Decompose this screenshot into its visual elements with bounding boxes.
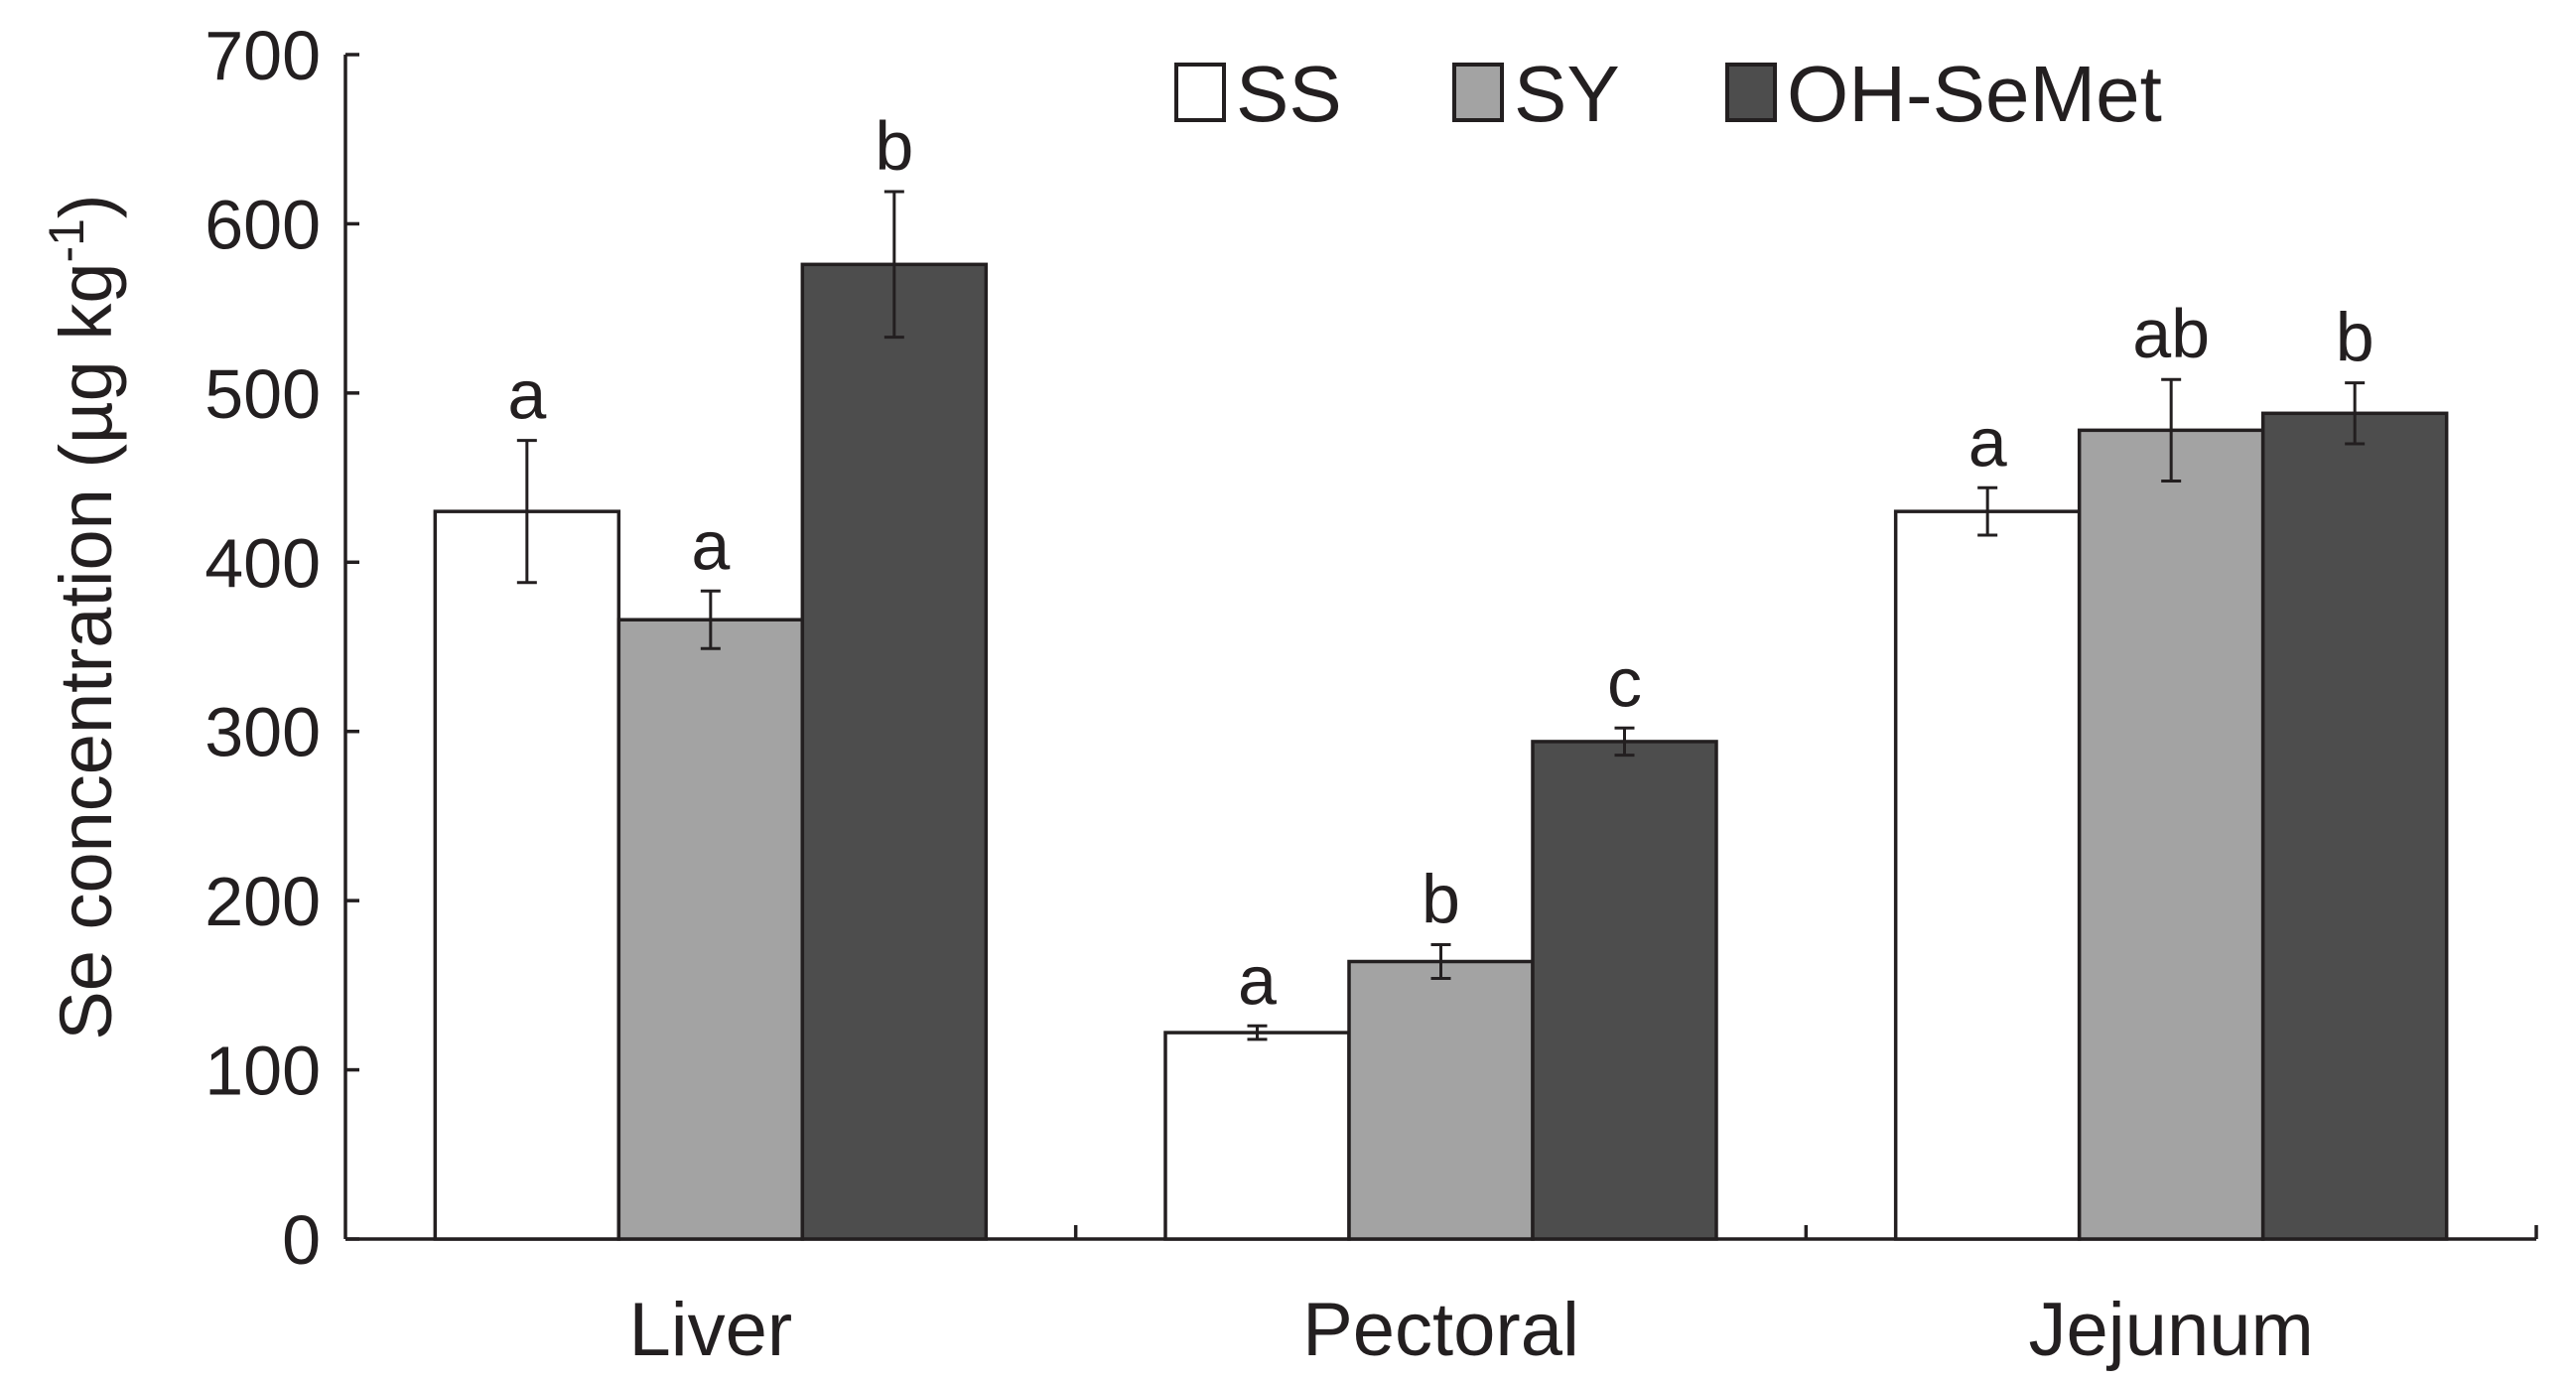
category-label-liver: Liver [628,1288,792,1372]
bar-ss-liver [433,509,621,1241]
significance-label: a [507,356,546,434]
y-tick-label: 500 [204,355,321,433]
legend-label-ss: SS [1236,50,1342,138]
y-tick-label: 0 [282,1201,321,1279]
y-axis-title-main: Se concentration (µg kg [45,263,127,1040]
category-label-jejunum: Jejunum [2029,1288,2314,1372]
significance-label: a [1238,941,1277,1019]
significance-label: ab [2132,295,2210,372]
significance-label: b [875,107,913,185]
legend-swatch-sy [1452,63,1504,122]
significance-label: c [1607,643,1642,721]
significance-label: a [1968,403,2007,481]
error-bars [516,190,2366,1041]
legend-label-oh-semet: OH-SeMet [1787,50,2162,138]
y-axis-title-close: ) [45,194,127,218]
y-tick-label: 100 [204,1033,321,1110]
bar-sy-pectoral [1347,959,1535,1241]
significance-label: b [2336,299,2374,376]
bar-oh-semet-jejunum [2260,411,2449,1241]
legend-label-sy: SY [1514,50,1620,138]
bars [433,262,2449,1241]
y-tick-label: 600 [204,186,321,263]
category-label-pectoral: Pectoral [1302,1288,1579,1372]
bar-ss-jejunum [1893,509,2082,1241]
legend: SS SY OH-SeMet [1174,50,2162,138]
y-tick-label: 700 [204,17,321,94]
y-tick-label: 300 [204,694,321,771]
y-axis-title: Se concentration (µg kg-1) [39,194,127,1039]
legend-swatch-oh-semet [1725,63,1777,122]
significance-label: a [691,506,730,584]
y-axis-title-superscript: -1 [39,218,94,262]
legend-swatch-ss [1174,63,1226,122]
bar-sy-liver [616,618,805,1241]
bar-ss-pectoral [1163,1031,1351,1241]
bar-sy-jejunum [2077,428,2265,1241]
y-axis-ticks: 0 100 200 300 400 500 600 700 [204,17,359,1279]
bar-oh-semet-pectoral [1531,740,1718,1241]
category-labels: Liver Pectoral Jejunum [628,1288,2313,1372]
y-tick-label: 400 [204,524,321,602]
bar-oh-semet-liver [800,262,989,1241]
y-tick-label: 200 [204,863,321,940]
significance-label: b [1422,860,1460,937]
